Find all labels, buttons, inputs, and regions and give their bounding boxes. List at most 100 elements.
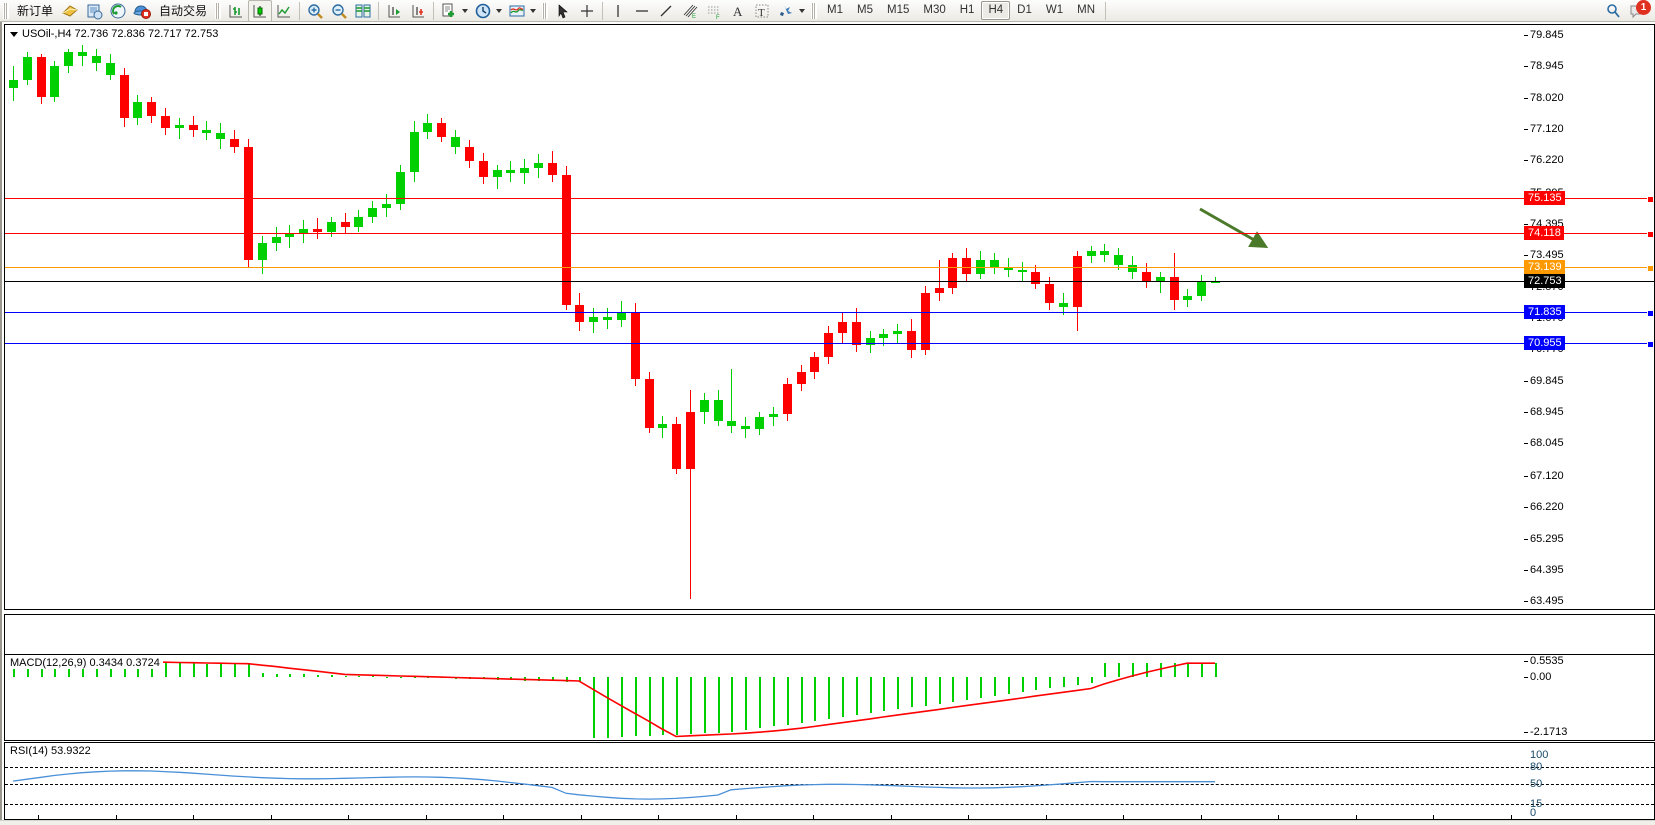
periods-dropdown-caret[interactable] [496, 8, 503, 13]
macd-tick-label: 0.5535 [1530, 655, 1564, 667]
level-handle[interactable] [1647, 340, 1654, 348]
candle-body [285, 233, 294, 238]
candle-body [575, 304, 584, 323]
toolbar-separator-3 [433, 1, 435, 20]
rsi-axis: 100 80 50 15 0 [1524, 742, 1654, 820]
auto-trading-button[interactable]: 自动交易 [154, 1, 212, 21]
templates-icon[interactable] [505, 1, 529, 21]
level-line-71835[interactable] [5, 310, 1654, 318]
timeframe-m15[interactable]: M15 [887, 4, 910, 16]
rsi-pane[interactable]: RSI(14) 53.9322 [4, 742, 1655, 820]
level-handle[interactable] [1647, 265, 1654, 273]
macd-plot-area[interactable] [5, 655, 1654, 740]
price-tick-label: 69.845 [1530, 375, 1564, 388]
toolbar-grip-2[interactable] [215, 2, 222, 19]
vertical-line-icon[interactable] [606, 1, 630, 21]
price-plot-area[interactable] [5, 25, 1654, 609]
price-tag-74118[interactable]: 74.118 [1524, 226, 1564, 241]
toolbar-grip[interactable] [3, 2, 9, 19]
chart-shift-icon[interactable] [406, 1, 430, 21]
price-tag-70955[interactable]: 70.955 [1524, 335, 1565, 350]
current-price-line[interactable] [5, 280, 1654, 282]
fibonacci-icon[interactable]: F [702, 1, 726, 21]
candle-body [727, 420, 736, 426]
timeframe-m1[interactable]: M1 [827, 4, 844, 16]
indicators-icon[interactable] [437, 1, 461, 21]
svg-text:E: E [692, 14, 696, 20]
timeframe-h4[interactable]: H4 [981, 1, 1011, 20]
data-window-icon[interactable] [351, 1, 375, 21]
macd-pane[interactable]: MACD(12,26,9) 0.3434 0.3724 [4, 654, 1655, 741]
time-tickmark [813, 815, 814, 821]
notifications-button[interactable]: 1 [1625, 0, 1651, 21]
timeframe-m5[interactable]: M5 [857, 4, 873, 16]
zoom-out-icon[interactable] [327, 1, 351, 21]
new-order-button[interactable]: 新订单 [12, 1, 58, 21]
price-tickmark [1524, 98, 1528, 100]
cursor-icon[interactable] [551, 1, 575, 21]
candle-body [244, 147, 253, 260]
price-tag-73139[interactable]: 73.139 [1524, 260, 1565, 275]
timeframe-mn[interactable]: MN [1077, 4, 1095, 16]
open-data-folder-icon[interactable] [82, 1, 106, 21]
macd-axis: 0.5535 0.00 -2.1713 [1524, 654, 1654, 741]
new-order-icon[interactable] [58, 1, 82, 21]
chart-menu-caret[interactable] [10, 31, 18, 37]
level-line-74118[interactable] [5, 231, 1654, 239]
timeframe-m30[interactable]: M30 [923, 4, 946, 16]
bar-chart-icon[interactable] [224, 1, 248, 21]
timeframe-h1[interactable]: H1 [959, 4, 975, 16]
zoom-in-icon[interactable] [303, 1, 327, 21]
periods-icon[interactable] [471, 1, 495, 21]
macd-histogram-bar [1187, 663, 1189, 677]
level-line-75135[interactable] [5, 196, 1654, 204]
candle-body [603, 316, 612, 321]
text-icon[interactable]: A [726, 1, 750, 21]
objects-icon[interactable] [774, 1, 798, 21]
downtrend-arrow[interactable] [5, 25, 1525, 609]
search-icon[interactable] [1601, 1, 1625, 21]
svg-text:A: A [733, 4, 743, 19]
candle-body [783, 384, 792, 414]
price-axis[interactable]: 79.84578.94578.02077.12076.22075.29574.3… [1524, 24, 1654, 610]
level-line-73139[interactable] [5, 265, 1654, 273]
level-handle[interactable] [1647, 310, 1654, 318]
macd-histogram-bar [1077, 677, 1079, 685]
price-chart-pane[interactable]: USOil-,H4 72.736 72.836 72.717 72.753 [4, 24, 1655, 610]
price-tick-label: 68.045 [1530, 437, 1564, 450]
macd-histogram-bar [759, 677, 761, 729]
line-chart-icon[interactable] [272, 1, 296, 21]
timeframe-d1[interactable]: D1 [1017, 4, 1032, 16]
toolbar-grip-4[interactable] [811, 2, 818, 19]
objects-dropdown-caret[interactable] [799, 8, 806, 13]
text-label-icon[interactable]: T [750, 1, 774, 21]
crosshair-icon[interactable] [575, 1, 599, 21]
metaquotes-id-icon[interactable] [106, 1, 130, 21]
level-handle[interactable] [1647, 231, 1654, 239]
horizontal-line-icon[interactable] [630, 1, 654, 21]
price-tag-75135[interactable]: 75.135 [1524, 191, 1565, 206]
level-line-70955[interactable] [5, 340, 1654, 348]
rsi-tick-label: 0 [1530, 807, 1537, 819]
price-tag-71835[interactable]: 71.835 [1524, 305, 1565, 320]
time-tickmark [348, 815, 349, 821]
chart-symbol-header[interactable]: USOil-,H4 72.736 72.836 72.717 72.753 [10, 28, 222, 40]
auto-trading-icon[interactable] [130, 1, 154, 21]
candle-body [410, 131, 419, 172]
candle-body [658, 424, 667, 428]
level-handle[interactable] [1647, 196, 1654, 204]
price-tick-label: 66.220 [1530, 500, 1564, 513]
price-tickmark [1524, 160, 1528, 162]
auto-scroll-icon[interactable] [382, 1, 406, 21]
candle-body [534, 162, 543, 169]
templates-dropdown-caret[interactable] [530, 8, 537, 13]
trendline-icon[interactable] [654, 1, 678, 21]
macd-histogram-bar [538, 677, 540, 681]
rsi-plot-area[interactable] [5, 743, 1654, 819]
price-tickmark [1524, 412, 1528, 414]
indicators-dropdown-caret[interactable] [462, 8, 469, 13]
timeframe-w1[interactable]: W1 [1045, 4, 1064, 16]
toolbar-grip-3[interactable] [542, 2, 549, 19]
equidistant-channel-icon[interactable]: E [678, 1, 702, 21]
candlestick-chart-icon[interactable] [248, 0, 273, 22]
